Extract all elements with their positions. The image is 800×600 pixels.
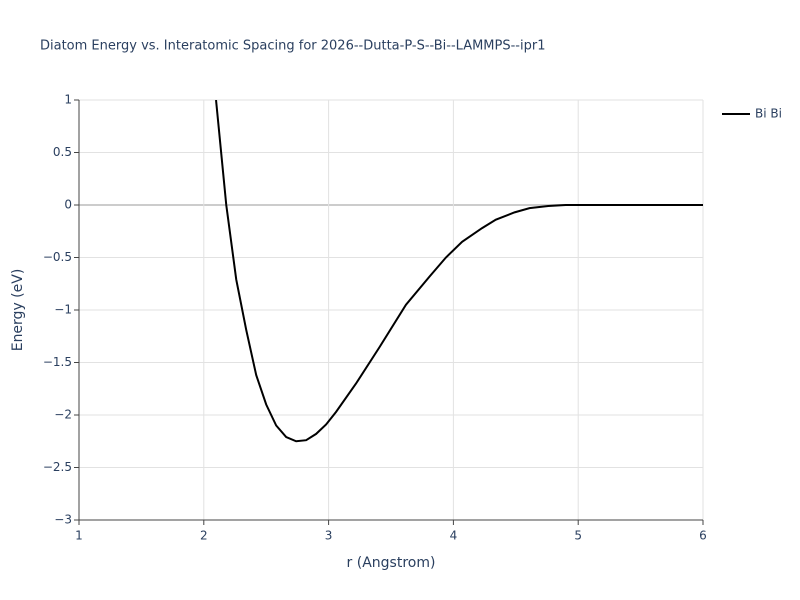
y-tick-label: −1 (54, 303, 72, 317)
ticks: −3 −2.5 −2 −1.5 −1 −0.5 0 0.5 1 1 2 3 4 5 6 (43, 93, 707, 543)
grid (78, 99, 704, 521)
x-tick-label: 6 (699, 529, 707, 543)
legend-label: Bi Bi (755, 107, 782, 121)
x-tick-label: 1 (75, 529, 83, 543)
y-axis-title: Energy (eV) (10, 269, 26, 352)
line-series (215, 100, 703, 443)
x-tick-label: 5 (574, 529, 582, 543)
y-tick-label: 1 (64, 93, 72, 107)
chart-title: Diatom Energy vs. Interatomic Spacing fo… (40, 39, 545, 54)
y-tick-label: −0.5 (43, 250, 72, 264)
x-tick-label: 3 (325, 529, 333, 543)
legend: Bi Bi (722, 107, 782, 121)
y-tick-label: −3 (54, 513, 72, 527)
plot-area (215, 100, 703, 443)
y-tick-label: 0.5 (53, 145, 72, 159)
y-tick-label: −1.5 (43, 355, 72, 369)
x-tick-label: 2 (200, 529, 208, 543)
y-tick-label: −2 (54, 408, 72, 422)
x-tick-label: 4 (450, 529, 458, 543)
y-tick-label: 0 (64, 198, 72, 212)
x-axis-title: r (Angstrom) (347, 555, 436, 571)
y-tick-label: −2.5 (43, 460, 72, 474)
